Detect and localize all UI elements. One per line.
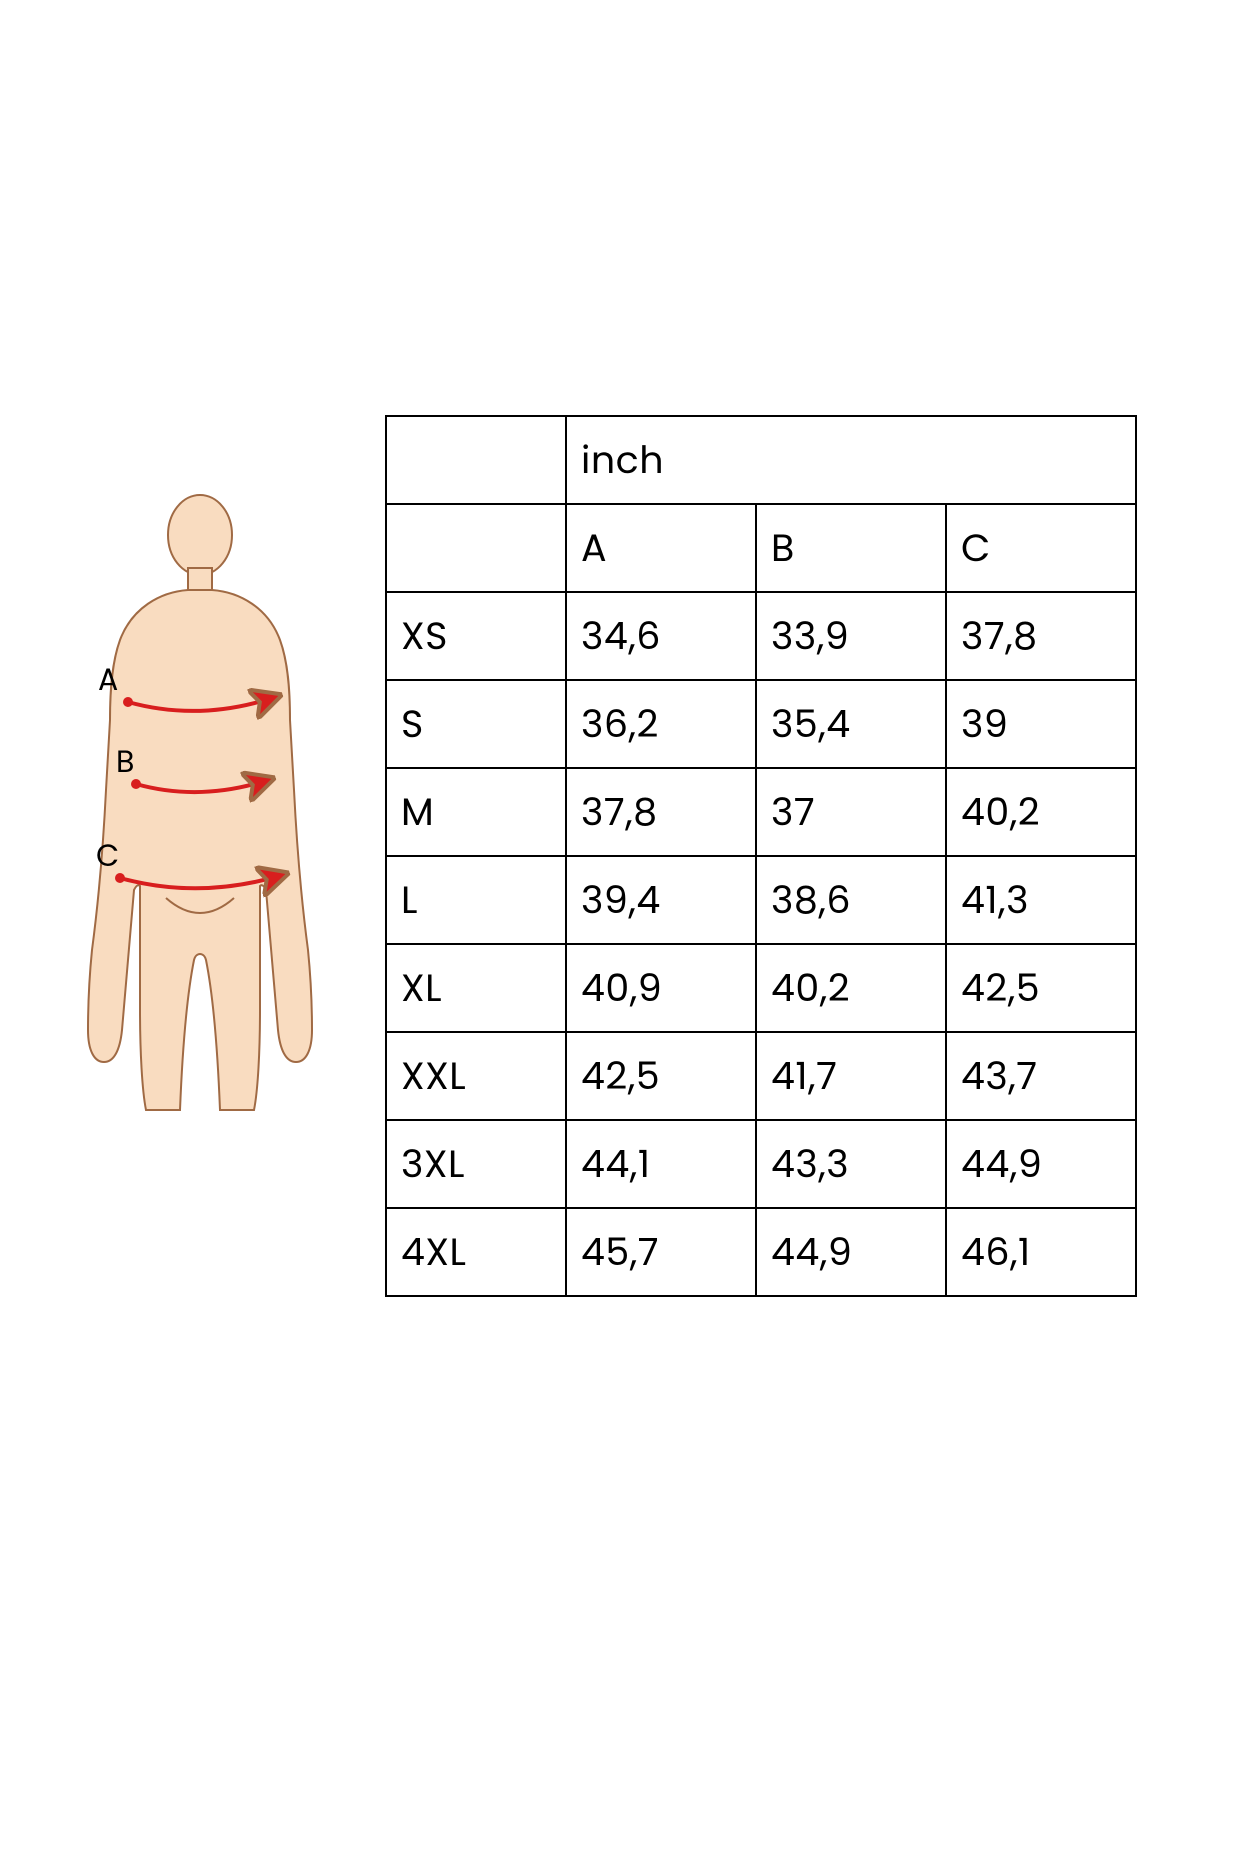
value-cell: 42,5 <box>946 944 1136 1032</box>
figure-head <box>168 495 232 575</box>
value-cell: 41,7 <box>756 1032 946 1120</box>
table-row: L39,438,641,3 <box>386 856 1136 944</box>
table-row: S36,235,439 <box>386 680 1136 768</box>
blank-cell <box>386 504 566 592</box>
unit-row: inch <box>386 416 1136 504</box>
value-cell: 37,8 <box>566 768 756 856</box>
table-row: XXL42,541,743,7 <box>386 1032 1136 1120</box>
body-figure: AB C <box>70 490 330 1110</box>
size-cell: S <box>386 680 566 768</box>
header-row: A B C <box>386 504 1136 592</box>
size-cell: M <box>386 768 566 856</box>
value-cell: 37,8 <box>946 592 1136 680</box>
measurement-dot-a <box>123 697 133 707</box>
value-cell: 43,3 <box>756 1120 946 1208</box>
measurement-label-b: B <box>116 740 134 783</box>
value-cell: 40,2 <box>756 944 946 1032</box>
value-cell: 44,9 <box>756 1208 946 1296</box>
value-cell: 39 <box>946 680 1136 768</box>
value-cell: 34,6 <box>566 592 756 680</box>
unit-cell: inch <box>566 416 1136 504</box>
table-row: 3XL44,143,344,9 <box>386 1120 1136 1208</box>
value-cell: 35,4 <box>756 680 946 768</box>
table-row: XL40,940,242,5 <box>386 944 1136 1032</box>
size-cell: 3XL <box>386 1120 566 1208</box>
figure-body-outline <box>88 590 312 1110</box>
value-cell: 33,9 <box>756 592 946 680</box>
size-cell: L <box>386 856 566 944</box>
value-cell: 45,7 <box>566 1208 756 1296</box>
size-chart-canvas: ABC inch A B C <box>0 0 1250 1875</box>
measurement-label-c: C <box>96 834 119 877</box>
value-cell: 44,1 <box>566 1120 756 1208</box>
table-row: M37,83740,2 <box>386 768 1136 856</box>
value-cell: 40,2 <box>946 768 1136 856</box>
value-cell: 41,3 <box>946 856 1136 944</box>
size-cell: XS <box>386 592 566 680</box>
measurement-label-a: A <box>98 658 118 701</box>
value-cell: 44,9 <box>946 1120 1136 1208</box>
value-cell: 39,4 <box>566 856 756 944</box>
size-table-container: inch A B C XS34,633,937,8S36,235,439M37,… <box>385 415 1135 1297</box>
table-row: XS34,633,937,8 <box>386 592 1136 680</box>
value-cell: 38,6 <box>756 856 946 944</box>
size-cell: XXL <box>386 1032 566 1120</box>
size-table: inch A B C XS34,633,937,8S36,235,439M37,… <box>385 415 1137 1297</box>
size-cell: 4XL <box>386 1208 566 1296</box>
figure-neck <box>188 568 212 590</box>
value-cell: 46,1 <box>946 1208 1136 1296</box>
col-header-c: C <box>946 504 1136 592</box>
value-cell: 42,5 <box>566 1032 756 1120</box>
value-cell: 37 <box>756 768 946 856</box>
body-figure-svg: AB C <box>70 490 330 1110</box>
blank-cell <box>386 416 566 504</box>
value-cell: 43,7 <box>946 1032 1136 1120</box>
value-cell: 40,9 <box>566 944 756 1032</box>
size-cell: XL <box>386 944 566 1032</box>
table-row: 4XL45,744,946,1 <box>386 1208 1136 1296</box>
col-header-a: A <box>566 504 756 592</box>
value-cell: 36,2 <box>566 680 756 768</box>
col-header-b: B <box>756 504 946 592</box>
